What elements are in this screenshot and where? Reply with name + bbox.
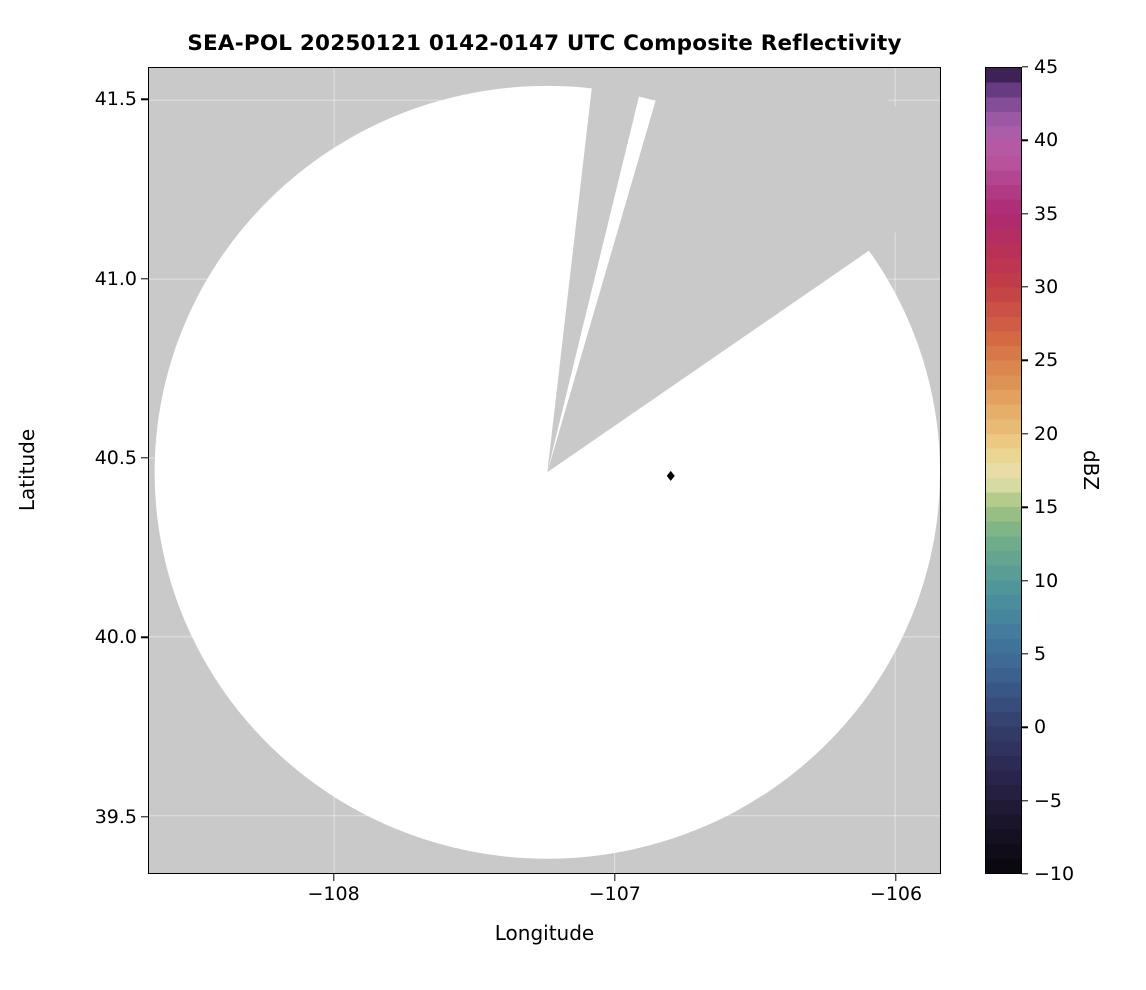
y-tick-mark: [141, 277, 148, 280]
colorbar-tick-label: 25: [1034, 349, 1059, 372]
y-tick-label: 41.5: [94, 88, 137, 111]
colorbar-label: dBZ: [1079, 449, 1103, 491]
y-tick-label: 40.0: [94, 626, 137, 649]
colorbar: [985, 67, 1022, 874]
x-tick-label: −106: [869, 883, 923, 905]
colorbar-tick-mark: [1022, 726, 1028, 728]
colorbar-tick-mark: [1022, 579, 1028, 582]
y-tick-mark: [141, 815, 148, 818]
colorbar-tick-label: 45: [1034, 56, 1059, 78]
radar-map: [149, 68, 940, 873]
colorbar-tick-mark: [1022, 433, 1028, 435]
x-tick-mark: [614, 874, 616, 881]
colorbar-tick-label: 30: [1034, 276, 1059, 299]
colorbar-tick-label: 15: [1034, 496, 1059, 519]
x-tick-label: −108: [307, 883, 360, 905]
colorbar-tick-label: 10: [1034, 569, 1059, 592]
colorbar-tick-mark: [1022, 139, 1028, 142]
chart-title: SEA-POL 20250121 0142-0147 UTC Composite…: [187, 31, 902, 56]
blocked-sector: [547, 68, 940, 473]
colorbar-tick-mark: [1022, 286, 1028, 288]
colorbar-tick-mark: [1022, 873, 1028, 875]
colorbar-tick-label: 35: [1034, 202, 1059, 225]
y-tick-mark: [141, 98, 148, 100]
x-axis-label: Longitude: [494, 921, 595, 945]
colorbar-tick-mark: [1022, 653, 1028, 655]
x-tick-label: −107: [588, 883, 641, 905]
colorbar-tick-mark: [1022, 799, 1028, 802]
colorbar-tick-mark: [1022, 213, 1028, 215]
y-tick-label: 41.0: [94, 267, 137, 290]
x-tick-mark: [895, 874, 897, 881]
colorbar-gradient: [986, 68, 1021, 873]
colorbar-tick-label: 20: [1034, 422, 1059, 445]
colorbar-tick-mark: [1022, 66, 1028, 68]
y-tick-label: 39.5: [94, 805, 137, 828]
colorbar-tick-label: 0: [1034, 716, 1047, 739]
y-axis-label: Latitude: [15, 428, 39, 512]
x-tick-mark: [332, 874, 335, 881]
plot-area: [148, 67, 941, 874]
colorbar-tick-label: 40: [1034, 129, 1059, 152]
colorbar-tick-label: −5: [1034, 789, 1063, 812]
blocked-sector: [547, 68, 646, 473]
colorbar-tick-mark: [1022, 506, 1028, 508]
colorbar-tick-label: 5: [1034, 642, 1047, 665]
colorbar-tick-mark: [1022, 359, 1028, 362]
y-tick-mark: [141, 457, 148, 459]
y-tick-label: 40.5: [94, 446, 137, 469]
y-tick-mark: [141, 636, 148, 638]
colorbar-tick-label: −10: [1034, 863, 1075, 885]
